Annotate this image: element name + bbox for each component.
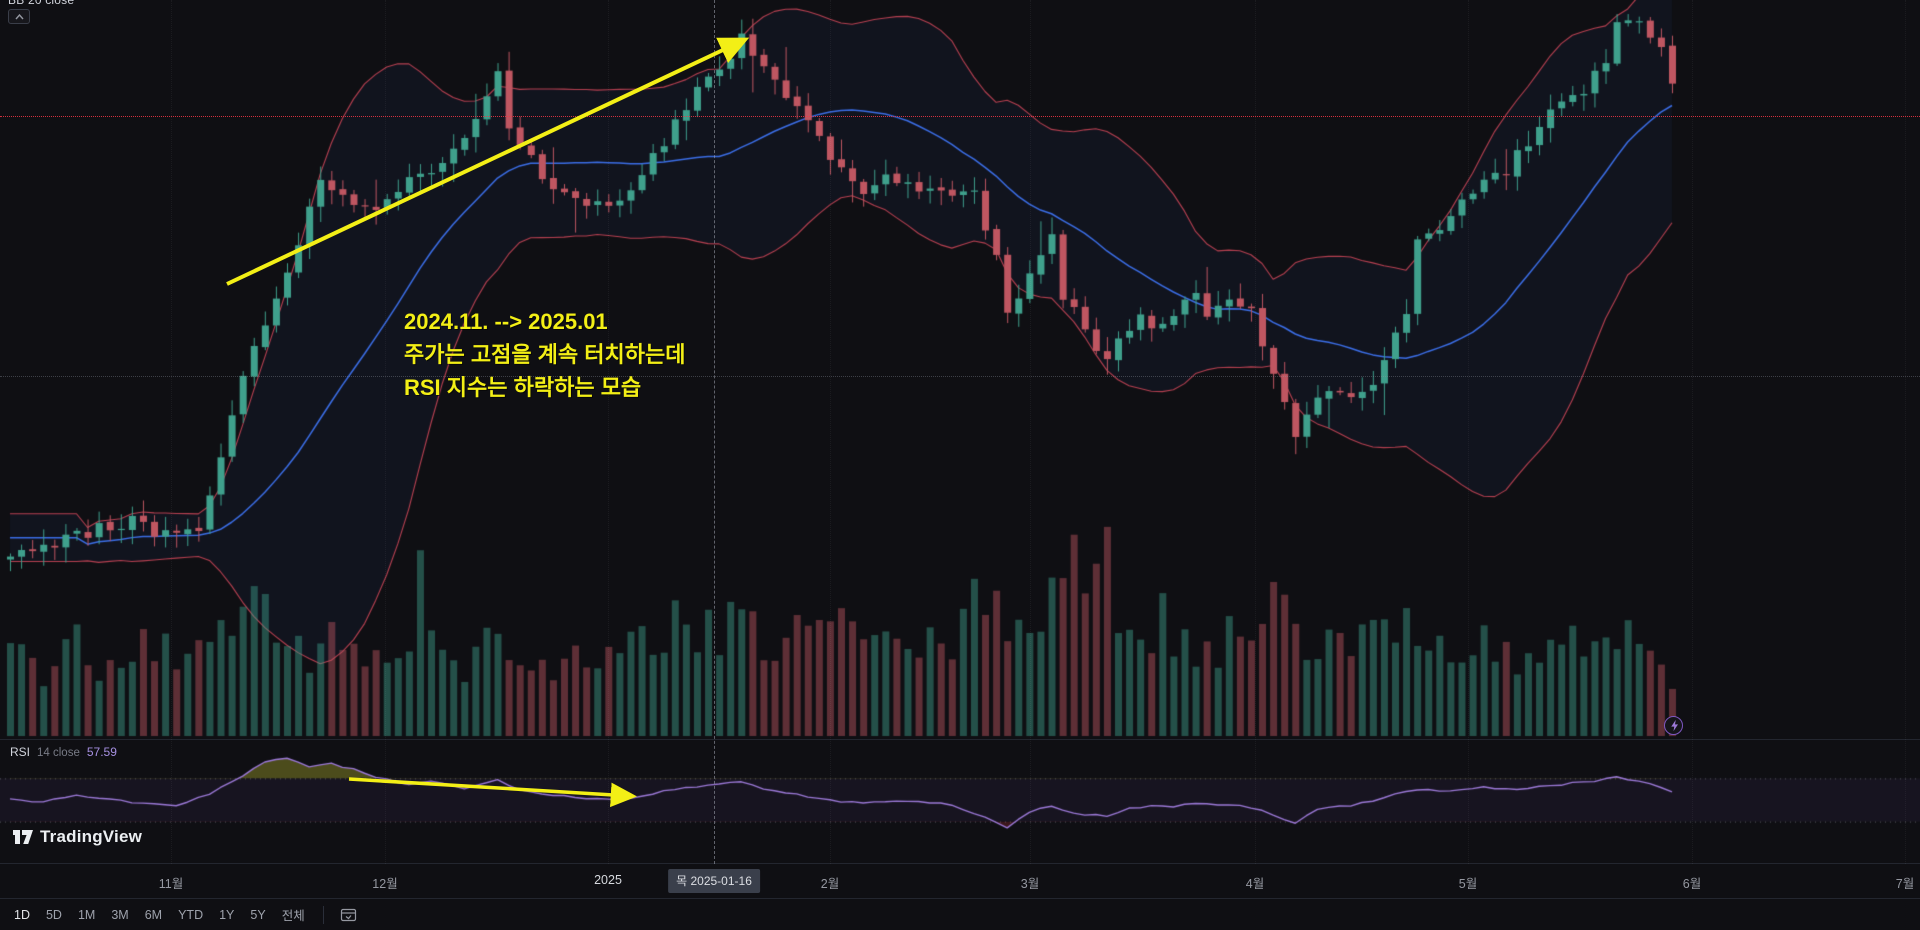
legend-collapse-button[interactable] [8,9,30,24]
lightning-icon [1671,719,1678,732]
boost-icon[interactable] [1664,716,1683,735]
time-axis-label: 2월 [820,877,840,891]
annotation-line: 주가는 고점을 계속 터치하는데 [404,342,686,367]
chevron-up-icon [14,13,24,19]
time-axis[interactable]: 11월 12월 2025 2월 3월 4월 5월 6월 7월 목 2025-01-16 [0,864,1920,898]
indicator-legend-partial: BB 20 close [8,0,74,7]
bb-legend-label: BB 20 close [8,0,75,7]
range-button-3m[interactable]: 3M [103,903,136,927]
range-button-1d[interactable]: 1D [6,903,38,927]
toolbar-divider [322,905,324,924]
rsi-pane[interactable]: RSI 14 close 57.59 TradingView [0,740,1920,863]
go-to-date-icon [340,908,356,921]
tradingview-logo-text: TradingView [40,827,143,846]
time-axis-label: 2025 [594,873,622,887]
range-button-6m[interactable]: 6M [137,903,170,927]
annotation-line: RSI 지수는 하락하는 모습 [404,375,642,400]
price-pane[interactable]: BB 20 close [0,0,1920,739]
time-axis-label: 4월 [1245,877,1265,891]
range-button-5d[interactable]: 5D [38,903,70,927]
range-buttons: 1D 5D 1M 3M 6M YTD 1Y 5Y 전체 [6,900,313,929]
pane-separator[interactable] [0,863,1920,864]
rsi-title: RSI [10,745,31,759]
annotation-text[interactable]: 2024.11. --> 2025.01 주가는 고점을 계속 터치하는데 RS… [404,305,685,404]
time-axis-label: 7월 [1895,877,1915,891]
rsi-params: 14 close [37,747,80,759]
rsi-legend: RSI 14 close 57.59 [10,745,117,759]
tradingview-logo[interactable]: TradingView [13,827,142,847]
time-axis-label: 6월 [1682,877,1702,891]
crosshair-horizontal-line [0,376,1920,377]
tradingview-logo-icon [13,829,33,844]
pane-separator[interactable] [0,739,1920,740]
time-axis-label: 12월 [372,877,398,891]
time-axis-label: 3월 [1020,877,1040,891]
crosshair-date-label: 목 2025-01-16 [668,869,760,893]
annotation-line: 2024.11. --> 2025.01 [404,309,608,334]
rsi-value: 57.59 [86,745,117,759]
range-button-1m[interactable]: 1M [70,903,103,927]
bottom-toolbar: 1D 5D 1M 3M 6M YTD 1Y 5Y 전체 [0,898,1920,930]
time-axis-label: 11월 [158,877,184,891]
time-axis-label: 5월 [1458,877,1478,891]
price-alert-line[interactable] [0,116,1920,117]
price-chart-canvas[interactable] [0,0,1920,739]
go-to-date-button[interactable] [334,905,363,925]
range-button-전체[interactable]: 전체 [274,900,313,929]
rsi-chart-canvas[interactable] [0,740,1920,863]
range-button-ytd[interactable]: YTD [170,903,211,927]
range-button-5y[interactable]: 5Y [242,903,273,927]
range-button-1y[interactable]: 1Y [211,903,242,927]
